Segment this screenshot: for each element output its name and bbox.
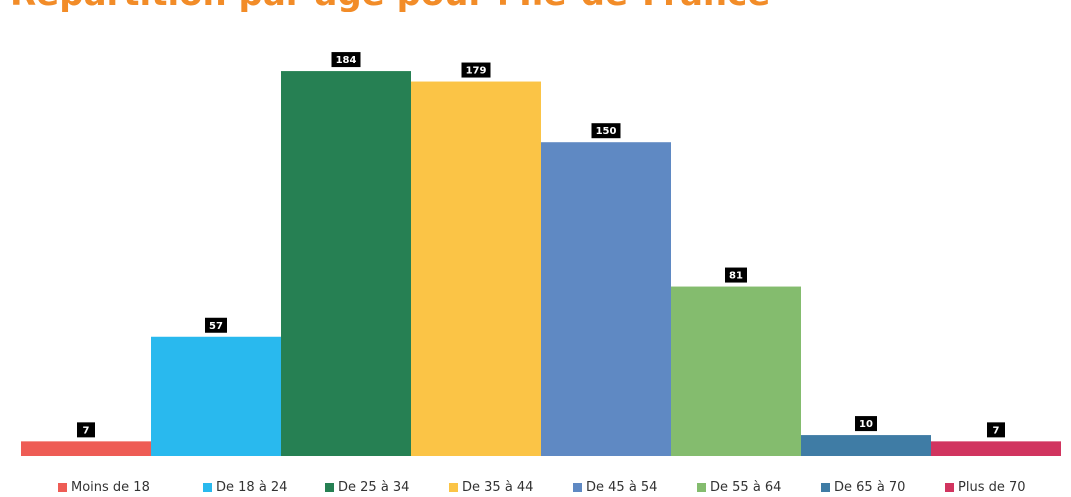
legend-item-0: Moins de 18 <box>58 480 150 495</box>
legend-label: Plus de 70 <box>958 480 1026 495</box>
legend-swatch <box>821 483 830 492</box>
data-label-7: 7 <box>987 422 1005 438</box>
chart-legend: Moins de 18 De 18 à 24 De 25 à 34 De 35 à 4… <box>0 480 1071 497</box>
data-label-0: 7 <box>77 422 95 438</box>
legend-item-1: De 18 à 24 <box>203 480 287 495</box>
chart-title: Répartition par âge pour l'Île-de-France <box>10 0 770 12</box>
svg-text:150: 150 <box>596 126 617 137</box>
data-label-2: 184 <box>331 52 361 68</box>
bar-2 <box>281 71 411 457</box>
svg-text:57: 57 <box>209 321 223 332</box>
svg-text:7: 7 <box>83 425 90 436</box>
legend-label: De 55 à 64 <box>710 480 782 495</box>
bar-3 <box>411 81 541 456</box>
legend-label: De 65 à 70 <box>834 480 906 495</box>
legend-swatch <box>203 483 212 492</box>
bar-6 <box>801 435 931 456</box>
legend-swatch <box>449 483 458 492</box>
legend-label: De 45 à 54 <box>586 480 658 495</box>
svg-text:81: 81 <box>729 271 743 282</box>
data-label-5: 81 <box>725 267 747 283</box>
svg-text:7: 7 <box>993 425 1000 436</box>
legend-label: Moins de 18 <box>71 480 150 495</box>
legend-swatch <box>945 483 954 492</box>
bar-0 <box>21 441 151 456</box>
legend-item-6: De 65 à 70 <box>821 480 905 495</box>
legend-swatch <box>697 483 706 492</box>
legend-label: De 35 à 44 <box>462 480 534 495</box>
data-label-1: 57 <box>205 317 227 333</box>
bar-1 <box>151 336 281 456</box>
legend-item-3: De 35 à 44 <box>449 480 533 495</box>
bar-4 <box>541 142 671 456</box>
legend-item-7: Plus de 70 <box>945 480 1026 495</box>
legend-label: De 25 à 34 <box>338 480 410 495</box>
data-label-6: 10 <box>855 416 877 432</box>
legend-label: De 18 à 24 <box>216 480 288 495</box>
legend-swatch <box>573 483 582 492</box>
bar-5 <box>671 286 801 456</box>
svg-text:179: 179 <box>466 66 487 77</box>
svg-text:184: 184 <box>336 55 357 66</box>
legend-swatch <box>325 483 334 492</box>
data-label-3: 179 <box>461 62 491 78</box>
bar-7 <box>931 441 1061 456</box>
svg-text:10: 10 <box>859 419 873 430</box>
legend-swatch <box>58 483 67 492</box>
legend-item-2: De 25 à 34 <box>325 480 409 495</box>
data-label-4: 150 <box>591 123 621 139</box>
legend-item-4: De 45 à 54 <box>573 480 657 495</box>
legend-item-5: De 55 à 64 <box>697 480 781 495</box>
bar-chart: 7 57 184 179 150 81 10 7 <box>21 52 1061 457</box>
